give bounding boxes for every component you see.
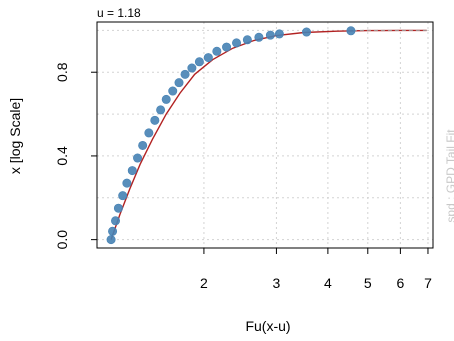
data-point — [127, 166, 137, 176]
data-point — [242, 35, 252, 45]
data-point — [161, 94, 171, 104]
data-point — [174, 78, 184, 88]
y-tick-label: 0.0 — [54, 230, 70, 250]
x-axis: 2 3 4 5 6 7 — [200, 248, 432, 291]
x-tick-label: 7 — [424, 275, 432, 291]
data-point — [194, 57, 204, 67]
data-point — [156, 105, 166, 115]
y-axis-title: x [log Scale] — [7, 98, 23, 174]
data-point — [168, 86, 178, 96]
data-point — [122, 178, 132, 188]
data-point — [346, 26, 356, 36]
y-axis: 0.0 0.4 0.8 — [54, 62, 97, 249]
data-point — [108, 226, 118, 236]
data-point — [254, 32, 264, 42]
plot-frame — [96, 21, 434, 249]
data-point — [232, 38, 242, 48]
x-tick-label: 6 — [396, 275, 404, 291]
data-point — [150, 115, 160, 125]
data-point — [113, 203, 123, 213]
fit-line-layer — [110, 29, 427, 240]
x-axis-title: Fu(x-u) — [245, 318, 290, 334]
data-point — [111, 216, 121, 226]
fit-line — [110, 29, 427, 240]
data-point — [203, 53, 213, 63]
x-tick-label: 4 — [324, 275, 332, 291]
points-layer — [106, 26, 356, 245]
data-point — [302, 27, 312, 37]
data-point — [106, 235, 116, 245]
x-tick-label: 3 — [273, 275, 281, 291]
data-point — [222, 42, 232, 52]
y-tick-label: 0.8 — [54, 62, 70, 82]
data-point — [133, 153, 143, 163]
data-point — [265, 30, 275, 40]
data-point — [274, 29, 284, 39]
data-point — [144, 128, 154, 138]
data-point — [180, 69, 190, 79]
data-point — [187, 63, 197, 73]
data-point — [212, 46, 222, 56]
y-tick-label: 0.4 — [54, 146, 70, 166]
data-point — [138, 140, 148, 150]
side-note: spd : GPD Tail Fit — [444, 129, 454, 223]
threshold-label: u = 1.18 — [97, 6, 141, 20]
x-tick-label: 5 — [364, 275, 372, 291]
x-tick-label: 2 — [200, 275, 208, 291]
data-point — [118, 191, 128, 201]
